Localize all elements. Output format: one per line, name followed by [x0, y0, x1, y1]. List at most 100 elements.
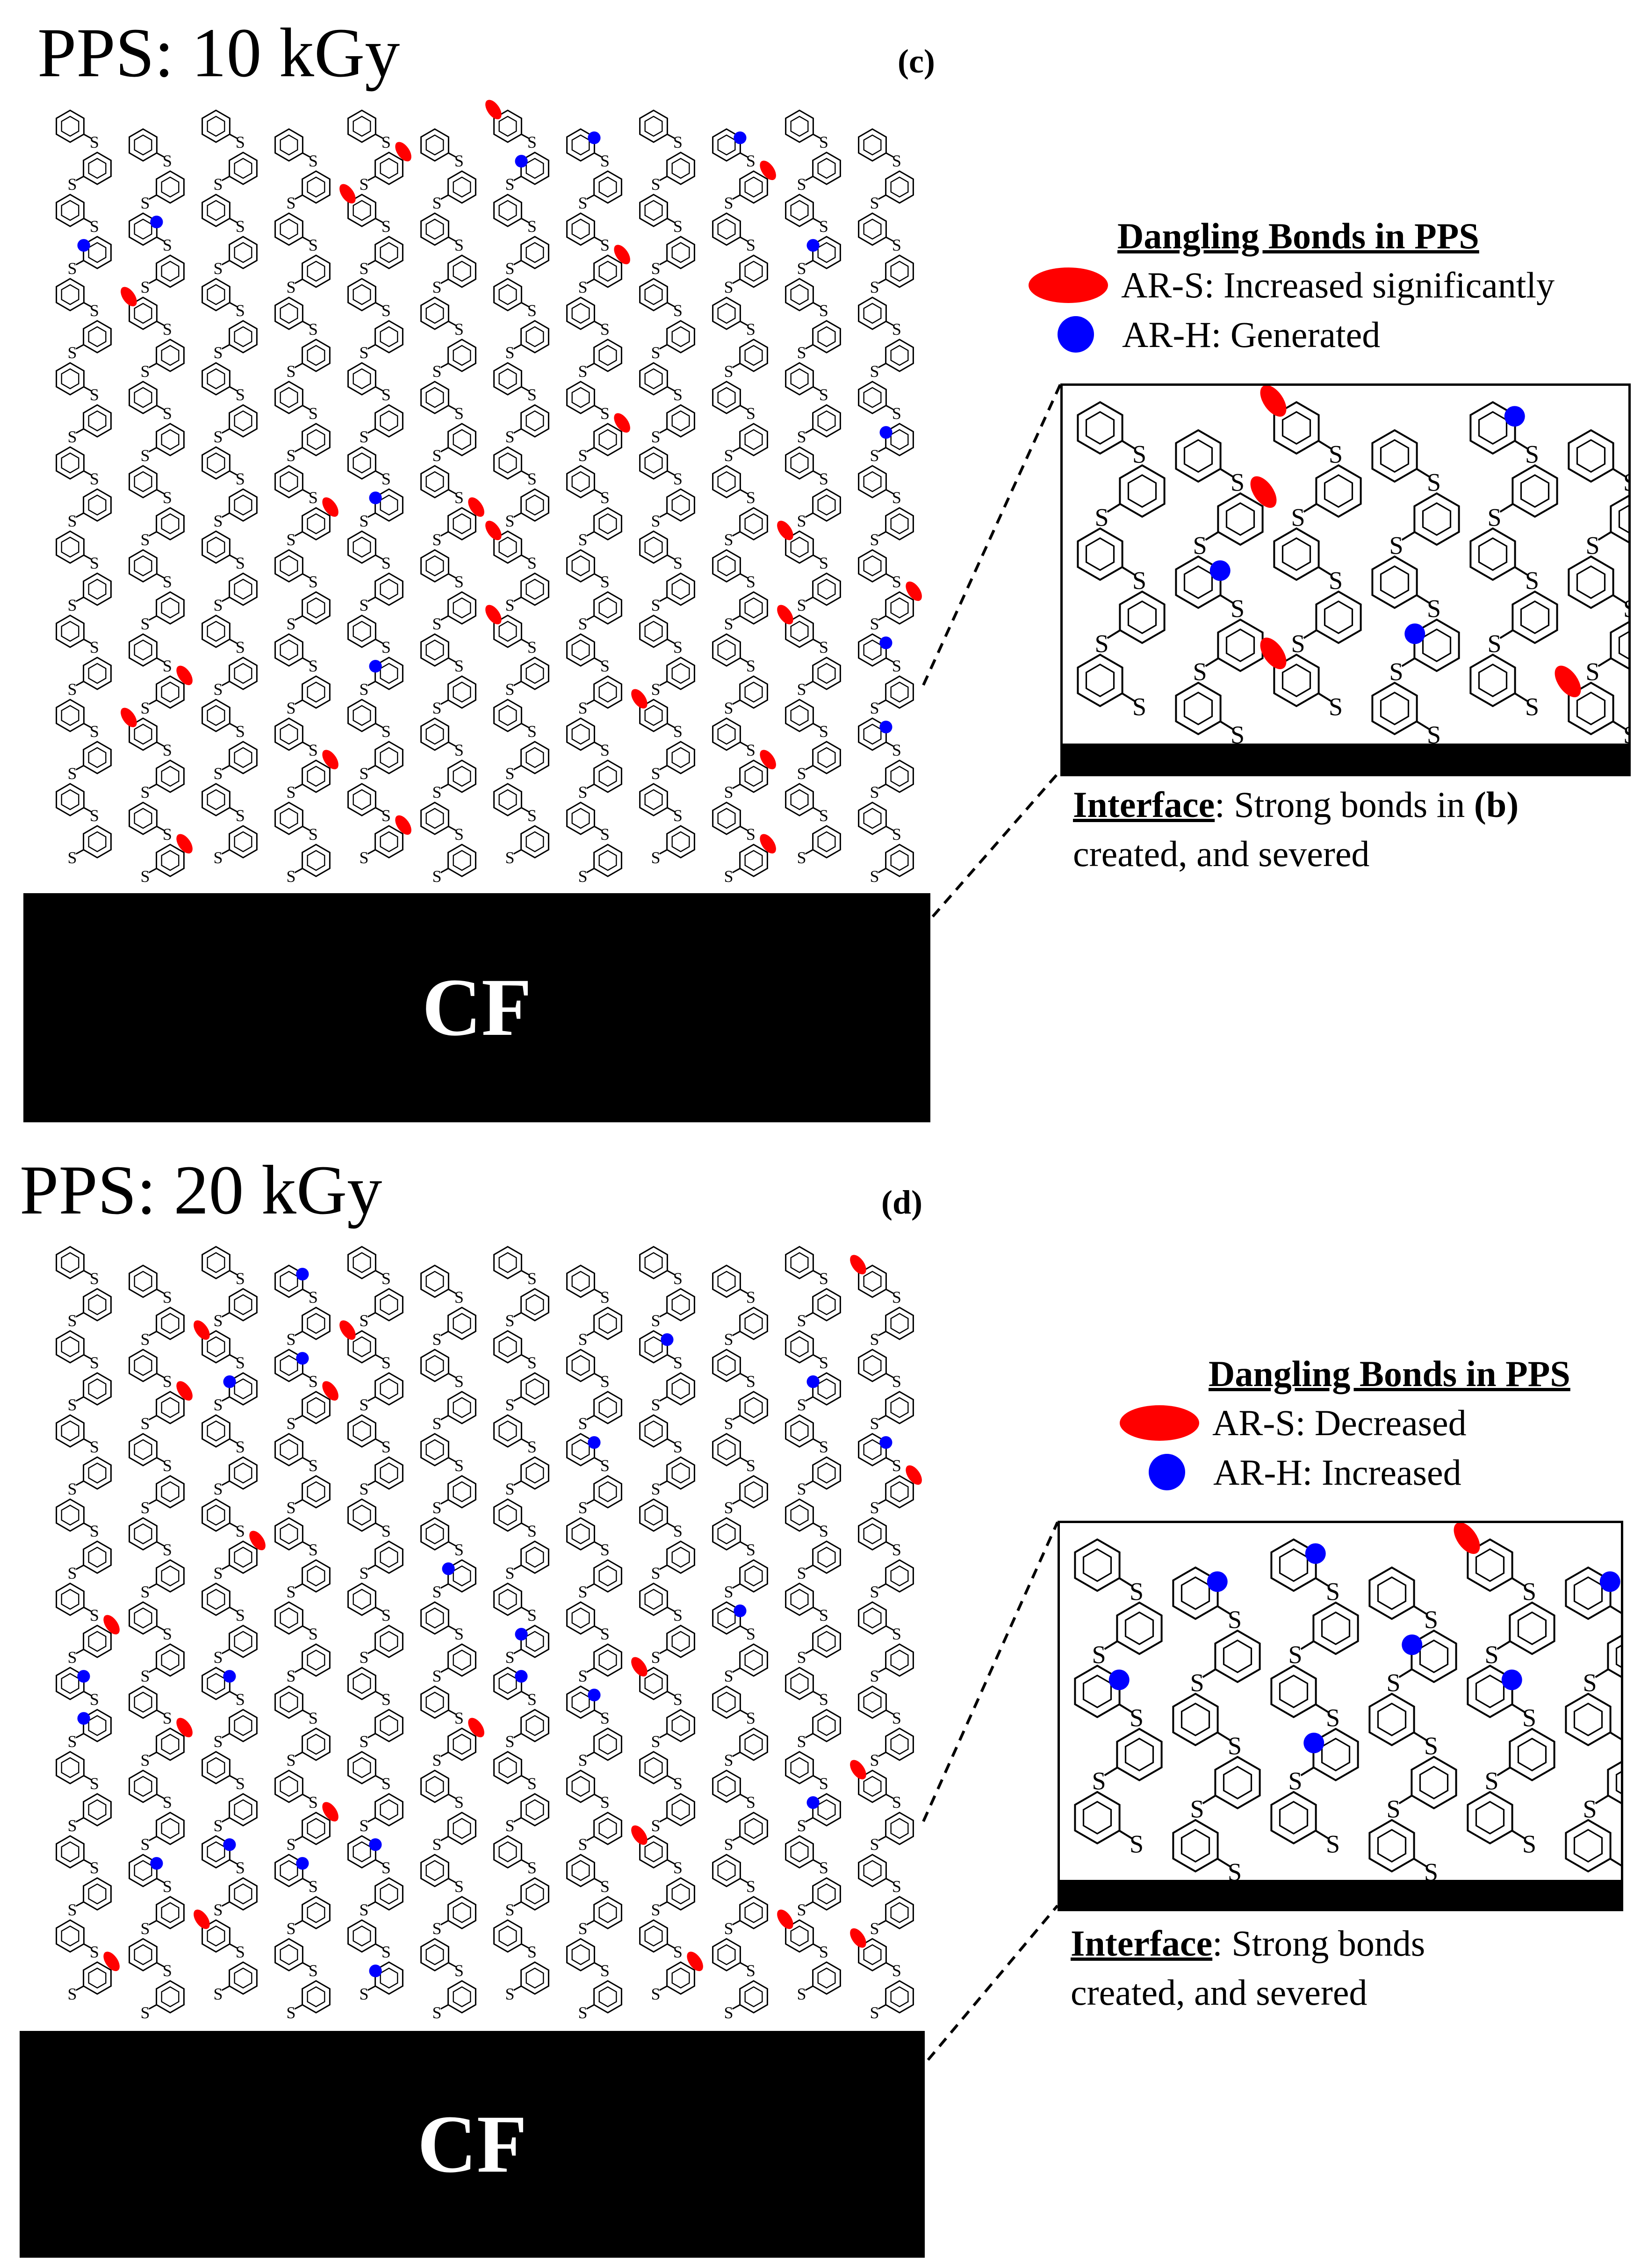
- sulfur-atom-label: S: [600, 236, 610, 254]
- c-s-bond: [813, 807, 821, 813]
- sulfur-atom-label: S: [578, 867, 588, 886]
- sulfur-atom-label: S: [432, 699, 442, 717]
- benzene-ring: [420, 802, 449, 835]
- sulfur-atom-label: S: [651, 343, 661, 362]
- c-s-bond: [1609, 1731, 1621, 1741]
- c-s-bond: [148, 867, 157, 874]
- benzene-ring: [712, 1517, 741, 1551]
- benzene-ring: [1217, 618, 1264, 672]
- sulfur-atom-label: S: [797, 1816, 806, 1835]
- sulfur-atom-label: S: [454, 1288, 464, 1307]
- c-s-bond: [1202, 1794, 1216, 1805]
- benzene-ring: [493, 446, 522, 480]
- benzene-ring: [56, 109, 85, 143]
- c-s-bond: [885, 1625, 894, 1631]
- c-s-bond: [302, 1288, 311, 1294]
- c-s-bond: [221, 849, 230, 855]
- c-s-bond: [1413, 1731, 1427, 1741]
- sulfur-atom-label: S: [724, 1498, 734, 1517]
- sulfur-atom-label: S: [819, 1774, 828, 1793]
- sulfur-atom-label: S: [1231, 468, 1245, 496]
- aromatic-inner-ring: [207, 368, 225, 390]
- benzene-ring: [202, 1919, 230, 1953]
- c-s-bond: [521, 1859, 530, 1865]
- sulfur-atom-label: S: [381, 1858, 391, 1877]
- aromatic-inner-ring: [817, 326, 836, 347]
- aromatic-inner-ring: [863, 471, 882, 492]
- c-s-bond: [221, 344, 230, 350]
- aromatic-inner-ring: [890, 766, 909, 787]
- aromatic-inner-ring: [498, 368, 517, 390]
- benzene-ring: [493, 109, 522, 143]
- sulfur-atom-label: S: [68, 1395, 77, 1414]
- benzene-ring: [229, 488, 258, 522]
- aromatic-inner-ring: [280, 218, 298, 240]
- c-s-bond: [594, 152, 603, 158]
- benzene-ring: [1371, 429, 1418, 483]
- aromatic-inner-ring: [790, 452, 809, 474]
- ar-s-dangling-bond: [1250, 476, 1277, 508]
- sulfur-atom-label: S: [578, 1751, 588, 1770]
- aromatic-inner-ring: [744, 429, 763, 450]
- aromatic-inner-ring: [817, 494, 836, 516]
- ar-h-dangling-bond: [77, 1712, 90, 1725]
- aromatic-inner-ring: [307, 1902, 325, 1923]
- sulfur-atom-label: S: [381, 1774, 391, 1793]
- sulfur-atom-label: S: [236, 1522, 245, 1540]
- benzene-ring: [593, 507, 622, 541]
- aromatic-inner-ring: [863, 134, 882, 156]
- leader-line-top: [922, 383, 1062, 686]
- aromatic-inner-ring: [1183, 692, 1213, 725]
- c-s-bond: [75, 1312, 84, 1318]
- ar-s-dangling-bond: [777, 520, 793, 541]
- sulfur-atom-label: S: [236, 1353, 245, 1372]
- sulfur-atom-label: S: [892, 404, 901, 423]
- c-s-bond: [375, 1690, 384, 1697]
- aromatic-inner-ring: [234, 1631, 252, 1652]
- cf-label: CF: [417, 2098, 527, 2190]
- sulfur-atom-label: S: [432, 278, 442, 296]
- benzene-ring: [202, 1582, 230, 1616]
- sulfur-atom-label: S: [892, 320, 901, 339]
- sulfur-atom-label: S: [527, 1522, 537, 1540]
- c-s-bond: [156, 657, 165, 663]
- sulfur-atom-label: S: [746, 1961, 756, 1980]
- sulfur-atom-label: S: [600, 488, 610, 507]
- aromatic-inner-ring: [380, 1799, 398, 1820]
- c-s-bond: [659, 1480, 668, 1486]
- sulfur-atom-label: S: [90, 1858, 99, 1877]
- c-s-bond: [448, 1878, 457, 1884]
- aromatic-inner-ring: [1082, 1548, 1112, 1582]
- benzene-ring: [1273, 653, 1320, 708]
- benzene-ring: [666, 488, 695, 522]
- c-s-bond: [805, 680, 813, 686]
- c-s-bond: [375, 302, 384, 308]
- aromatic-inner-ring: [1517, 1611, 1547, 1645]
- ar-h-dangling-bond: [150, 1857, 163, 1870]
- sulfur-atom-label: S: [309, 741, 318, 759]
- benzene-ring: [1119, 464, 1166, 518]
- sulfur-atom-label: S: [1525, 566, 1539, 594]
- aromatic-inner-ring: [353, 789, 371, 810]
- c-s-bond: [586, 615, 595, 621]
- sulfur-atom-label: S: [1586, 531, 1600, 559]
- c-s-bond: [659, 1564, 668, 1570]
- benzene-ring: [1214, 1755, 1261, 1810]
- sulfur-atom-label: S: [163, 1961, 172, 1980]
- c-s-bond: [667, 1943, 676, 1949]
- c-s-bond: [75, 1480, 84, 1486]
- aromatic-inner-ring: [61, 789, 79, 810]
- c-s-bond: [294, 2004, 303, 2010]
- sulfur-atom-label: S: [724, 2003, 734, 2022]
- aromatic-inner-ring: [1180, 1703, 1210, 1736]
- sulfur-atom-label: S: [797, 512, 806, 530]
- sulfur-atom-label: S: [360, 175, 369, 194]
- benzene-ring: [1175, 429, 1222, 483]
- ar-s-dangling-bond: [777, 605, 793, 625]
- aromatic-inner-ring: [161, 1818, 180, 1839]
- sulfur-atom-label: S: [381, 554, 391, 572]
- aromatic-inner-ring: [1127, 600, 1157, 634]
- sulfur-atom-label: S: [1190, 1668, 1204, 1697]
- aromatic-inner-ring: [817, 1546, 836, 1568]
- aromatic-inner-ring: [307, 681, 325, 703]
